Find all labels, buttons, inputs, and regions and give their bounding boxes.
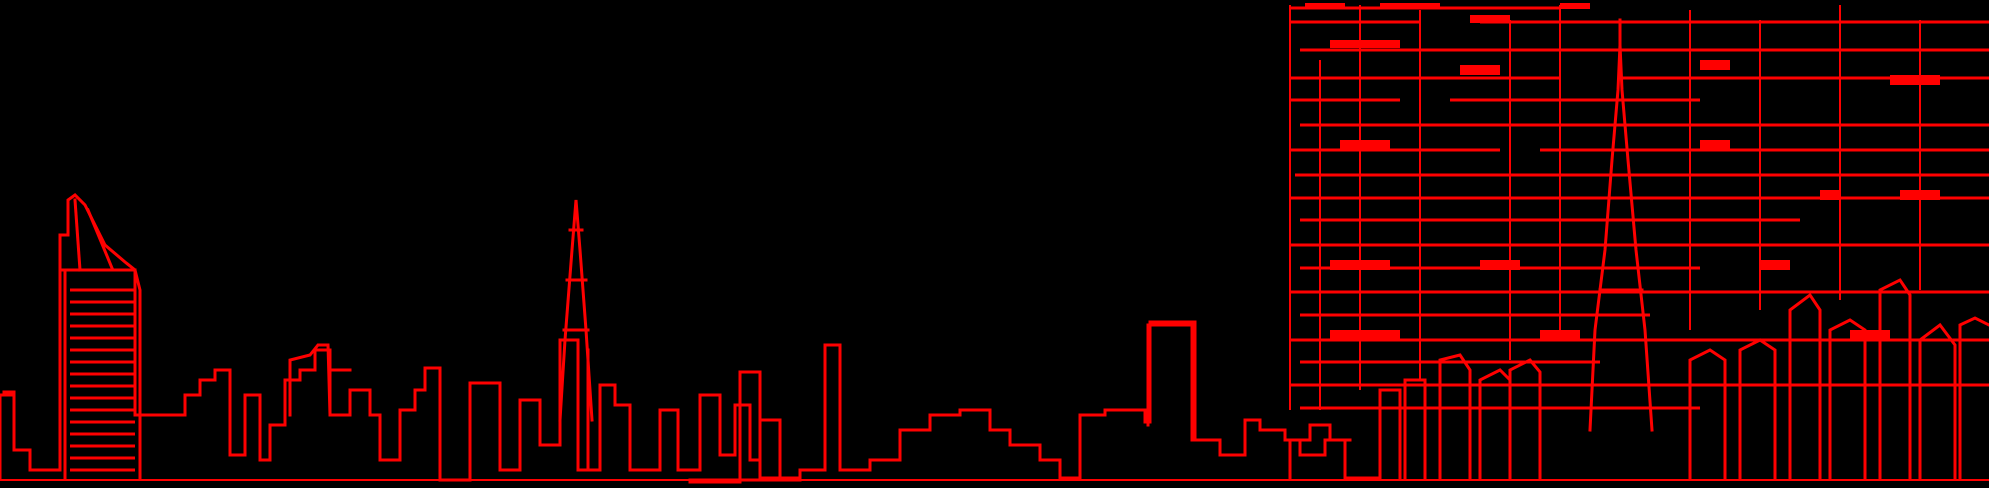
left-tower-outline [0, 390, 16, 452]
spire-tower-icon [558, 199, 594, 472]
tallest-tower-icon [1588, 18, 1654, 432]
hotel-floor-lines [70, 288, 135, 472]
mid-left-buildings [288, 343, 352, 417]
right-tower-cluster [1288, 278, 1989, 480]
line-art-noise-pattern [1290, 6, 1989, 410]
rectangular-tower-outline [1146, 323, 1194, 442]
city-skyline-outline [0, 268, 1382, 484]
line-art-vertical-ticks [1289, 5, 1921, 410]
sail-shaped-hotel-icon [58, 193, 142, 480]
